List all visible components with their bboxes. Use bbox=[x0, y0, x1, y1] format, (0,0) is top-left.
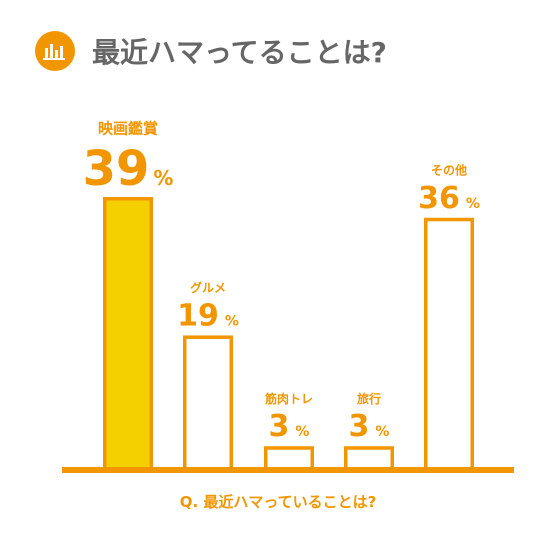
category-label-2: グルメ bbox=[190, 280, 226, 295]
bar-1 bbox=[103, 197, 153, 471]
category-label-3: 筋肉トレ bbox=[264, 391, 313, 406]
bar-2 bbox=[183, 335, 233, 471]
value-label-2: 19% bbox=[177, 298, 239, 333]
category-label-5: その他 bbox=[431, 162, 467, 177]
category-label-1: 映画鑑賞 bbox=[98, 120, 158, 138]
value-label-3: 3% bbox=[269, 409, 310, 444]
value-label-1: 39% bbox=[83, 141, 174, 197]
bars-layer: 39 % 映画鑑賞 19 % グルメ 3 % 筋肉トレ 3 % 旅行 36 % その他 bbox=[83, 120, 480, 471]
bar-3 bbox=[264, 446, 314, 471]
value-label-4: 3% bbox=[349, 409, 390, 444]
category-label-4: 旅行 bbox=[357, 391, 381, 406]
bar-chart-icon bbox=[35, 31, 75, 71]
chart-title: 最近ハマってることは? bbox=[92, 36, 387, 69]
x-axis-baseline bbox=[62, 467, 514, 473]
bar-5 bbox=[424, 217, 474, 471]
value-label-5: 36% bbox=[418, 181, 480, 216]
x-axis-label: Q. 最近ハマっていることは? bbox=[180, 493, 377, 511]
bar-4 bbox=[344, 446, 394, 471]
